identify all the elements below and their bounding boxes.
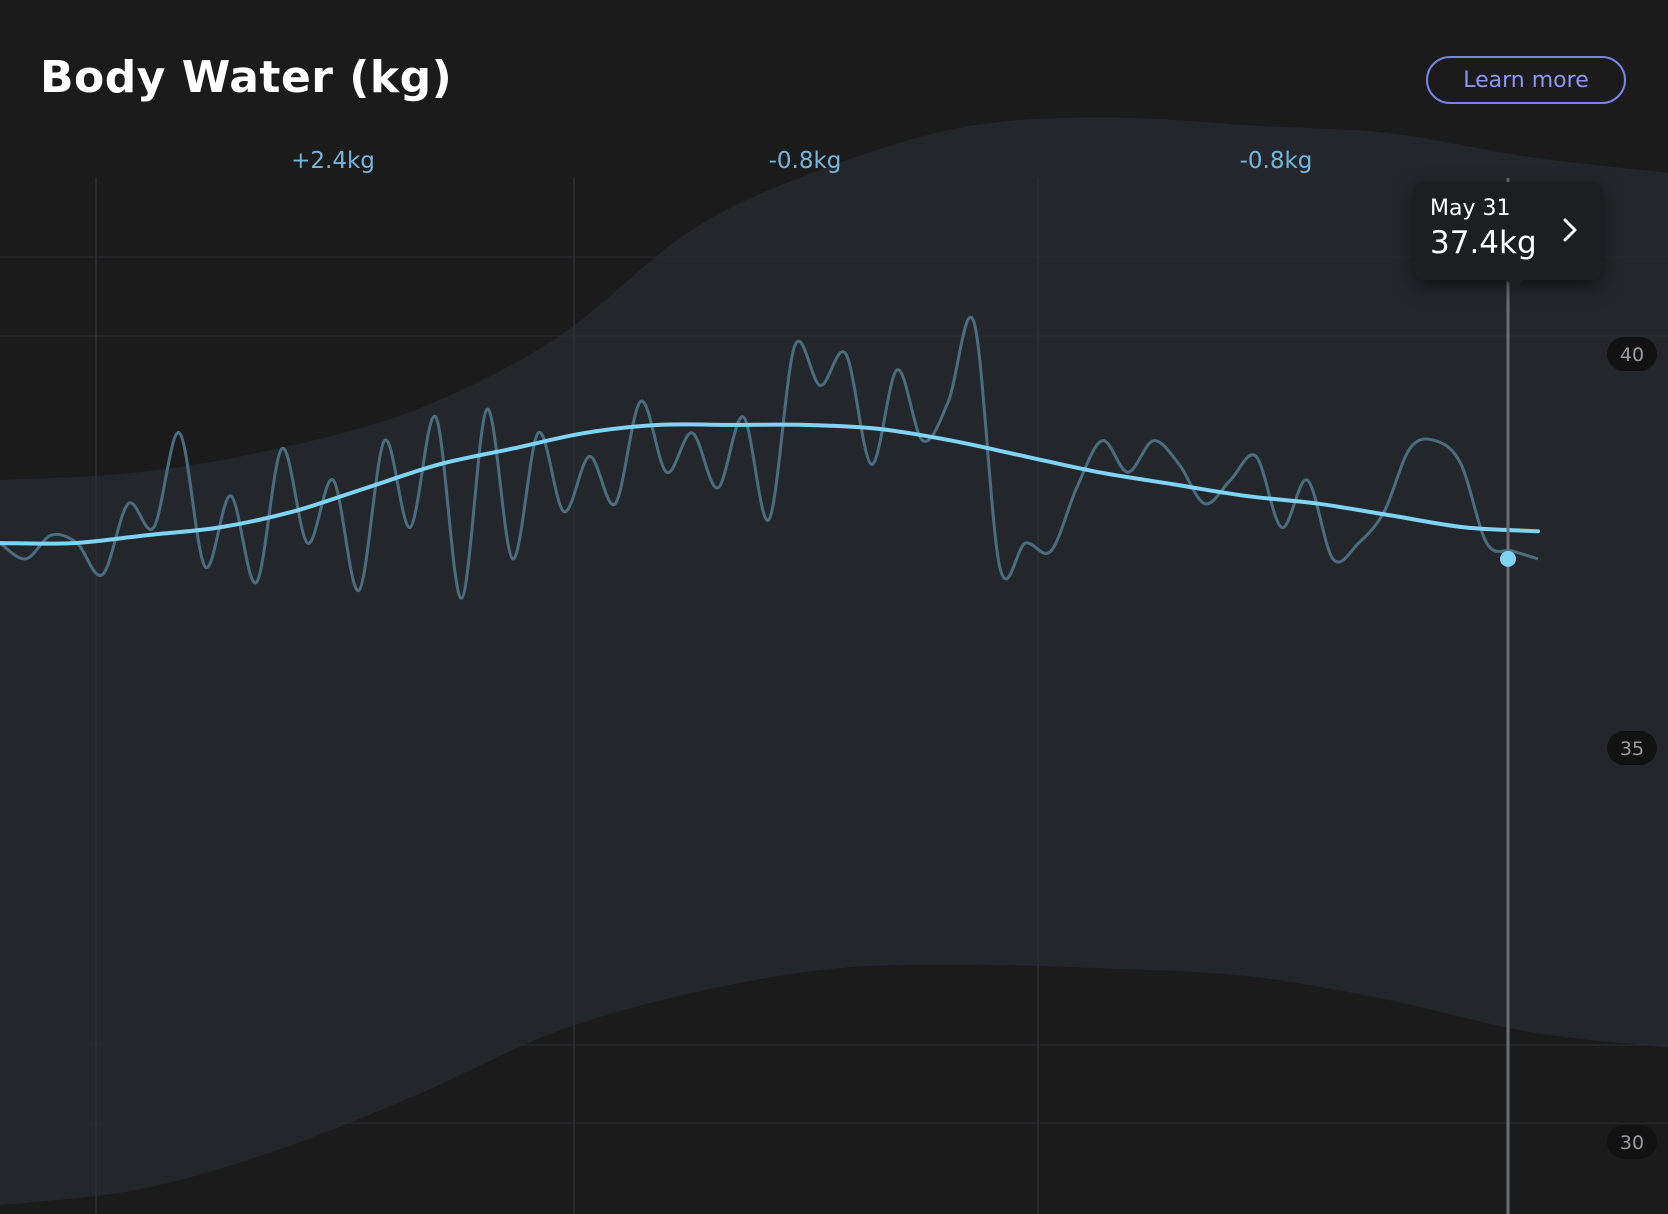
page-title: Body Water (kg) <box>40 52 453 103</box>
y-tick-pill-40 <box>1607 337 1657 371</box>
y-tick-pill-30 <box>1607 1125 1657 1159</box>
period-change-label-1: +2.4kg <box>291 148 375 174</box>
raw-measurement-line <box>0 315 1539 600</box>
tooltip-value: 37.4kg <box>1430 225 1537 261</box>
period-change-label-3: -0.8kg <box>1240 148 1313 174</box>
normal-range-band <box>0 117 1668 1206</box>
y-tick-label-40: 40 <box>1620 344 1644 366</box>
period-change-label-2: -0.8kg <box>769 148 842 174</box>
tooltip-date: May 31 <box>1430 196 1511 221</box>
y-tick-label-30: 30 <box>1620 1132 1644 1154</box>
learn-more-button[interactable]: Learn more <box>1426 56 1626 104</box>
y-tick-label-35: 35 <box>1620 738 1644 760</box>
y-tick-pill-35 <box>1607 731 1657 765</box>
trend-line <box>0 422 1540 546</box>
data-point-tooltip[interactable]: May 31 37.4kg <box>1414 182 1602 289</box>
chevron-right-icon[interactable] <box>1560 216 1580 244</box>
selected-data-point[interactable] <box>1500 550 1516 567</box>
